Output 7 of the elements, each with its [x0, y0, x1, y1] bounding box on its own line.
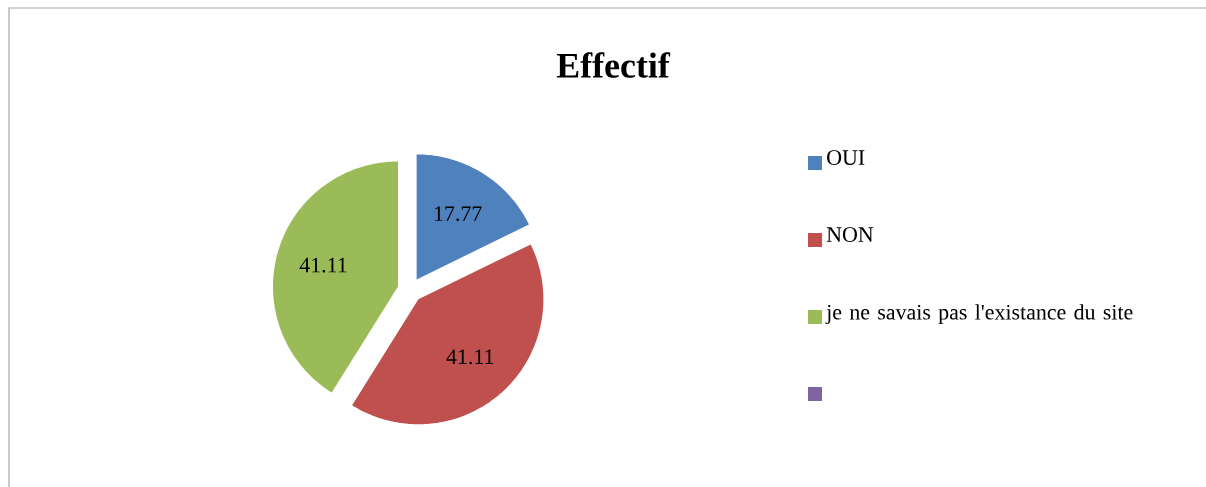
- data-label: 41.11: [446, 349, 494, 365]
- data-label: 41.11: [299, 257, 347, 273]
- chart-title: Effectif: [556, 52, 671, 78]
- legend-label: OUI: [827, 150, 865, 165]
- legend-label: NON: [826, 227, 874, 242]
- legend-label: je ne savais pas l'existance du site: [825, 304, 1133, 325]
- data-label: 17.77: [434, 206, 482, 222]
